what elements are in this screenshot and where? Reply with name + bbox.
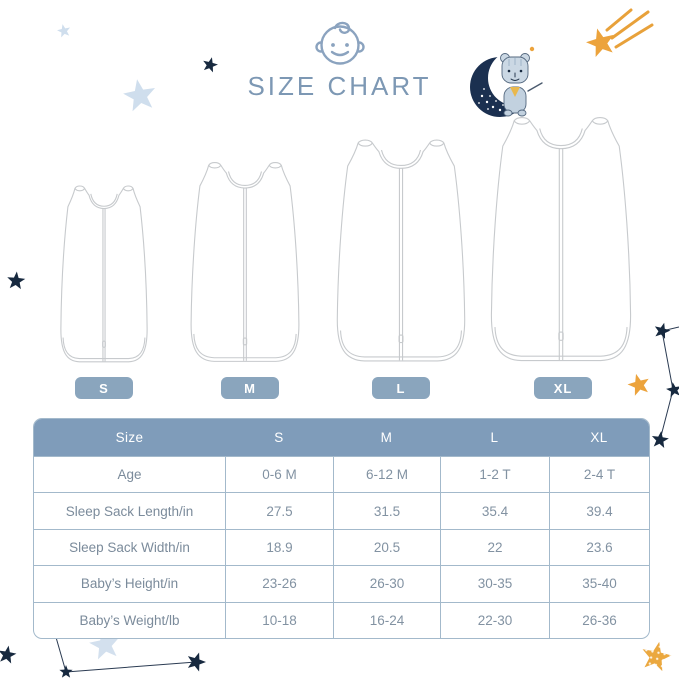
table-cell: 26-30 xyxy=(333,565,440,602)
table-cell: 22-30 xyxy=(440,601,549,638)
table-cell: 16-24 xyxy=(333,601,440,638)
header-cell-s: S xyxy=(225,419,333,456)
page-title: SIZE CHART xyxy=(247,71,432,101)
sleep-sack-outline-l xyxy=(336,139,466,362)
sleep-sack-outline-xl xyxy=(490,116,632,362)
table-cell: 22 xyxy=(440,528,549,566)
star-icon xyxy=(652,320,673,340)
star-icon xyxy=(0,644,18,665)
table-cell: 30-35 xyxy=(440,565,549,602)
star-icon xyxy=(184,649,209,673)
shooting-star-icon xyxy=(583,8,654,59)
row-label-length: Sleep Sack Length/in xyxy=(34,492,225,528)
size-chart-table: Size S M L XL Age 0-6 M 6-12 M 1-2 T 2-4… xyxy=(33,418,650,639)
table-cell: 35.4 xyxy=(440,492,549,529)
header-cell-xl: XL xyxy=(549,419,649,456)
star-icon xyxy=(59,665,73,678)
table-cell: 23-26 xyxy=(225,565,333,602)
table-cell: 2-4 T xyxy=(549,456,649,493)
star-icon xyxy=(650,429,670,449)
star-icon xyxy=(625,371,652,397)
table-cell: 10-18 xyxy=(225,601,333,638)
size-badge-m: M xyxy=(221,377,279,399)
table-cell: 18.9 xyxy=(225,528,333,566)
row-label-width: Sleep Sack Width/in xyxy=(34,528,225,565)
header-cell-l: L xyxy=(440,419,549,456)
table-cell: 39.4 xyxy=(549,492,649,529)
row-label-age: Age xyxy=(34,456,225,492)
row-label-height: Baby’s Height/in xyxy=(34,565,225,601)
star-icon xyxy=(56,22,72,38)
table-cell: 0-6 M xyxy=(225,456,333,493)
size-badge-l: L xyxy=(372,377,430,399)
table-cell: 35-40 xyxy=(549,565,649,602)
table-cell: 26-36 xyxy=(549,601,649,638)
table-cell: 20.5 xyxy=(333,528,440,566)
constellation-right xyxy=(625,320,679,449)
table-cell: 27.5 xyxy=(225,492,333,529)
textured-star-icon xyxy=(638,638,674,673)
baby-face-icon xyxy=(315,21,365,65)
sleep-sack-outline-m xyxy=(190,161,300,362)
row-label-weight: Baby’s Weight/lb xyxy=(34,601,225,638)
header-cell-m: M xyxy=(333,419,440,456)
table-cell: 1-2 T xyxy=(440,456,549,493)
size-badge-s: S xyxy=(75,377,133,399)
table-cell: 23.6 xyxy=(549,528,649,566)
bear-on-moon-icon xyxy=(470,46,544,117)
sleep-sack-outline-s xyxy=(60,185,148,363)
size-badge-xl: XL xyxy=(534,377,592,399)
constellation-line xyxy=(659,326,679,441)
table-cell: 6-12 M xyxy=(333,456,440,493)
table-cell: 31.5 xyxy=(333,492,440,529)
star-icon xyxy=(6,270,26,290)
header-cell-size: Size xyxy=(34,419,225,456)
